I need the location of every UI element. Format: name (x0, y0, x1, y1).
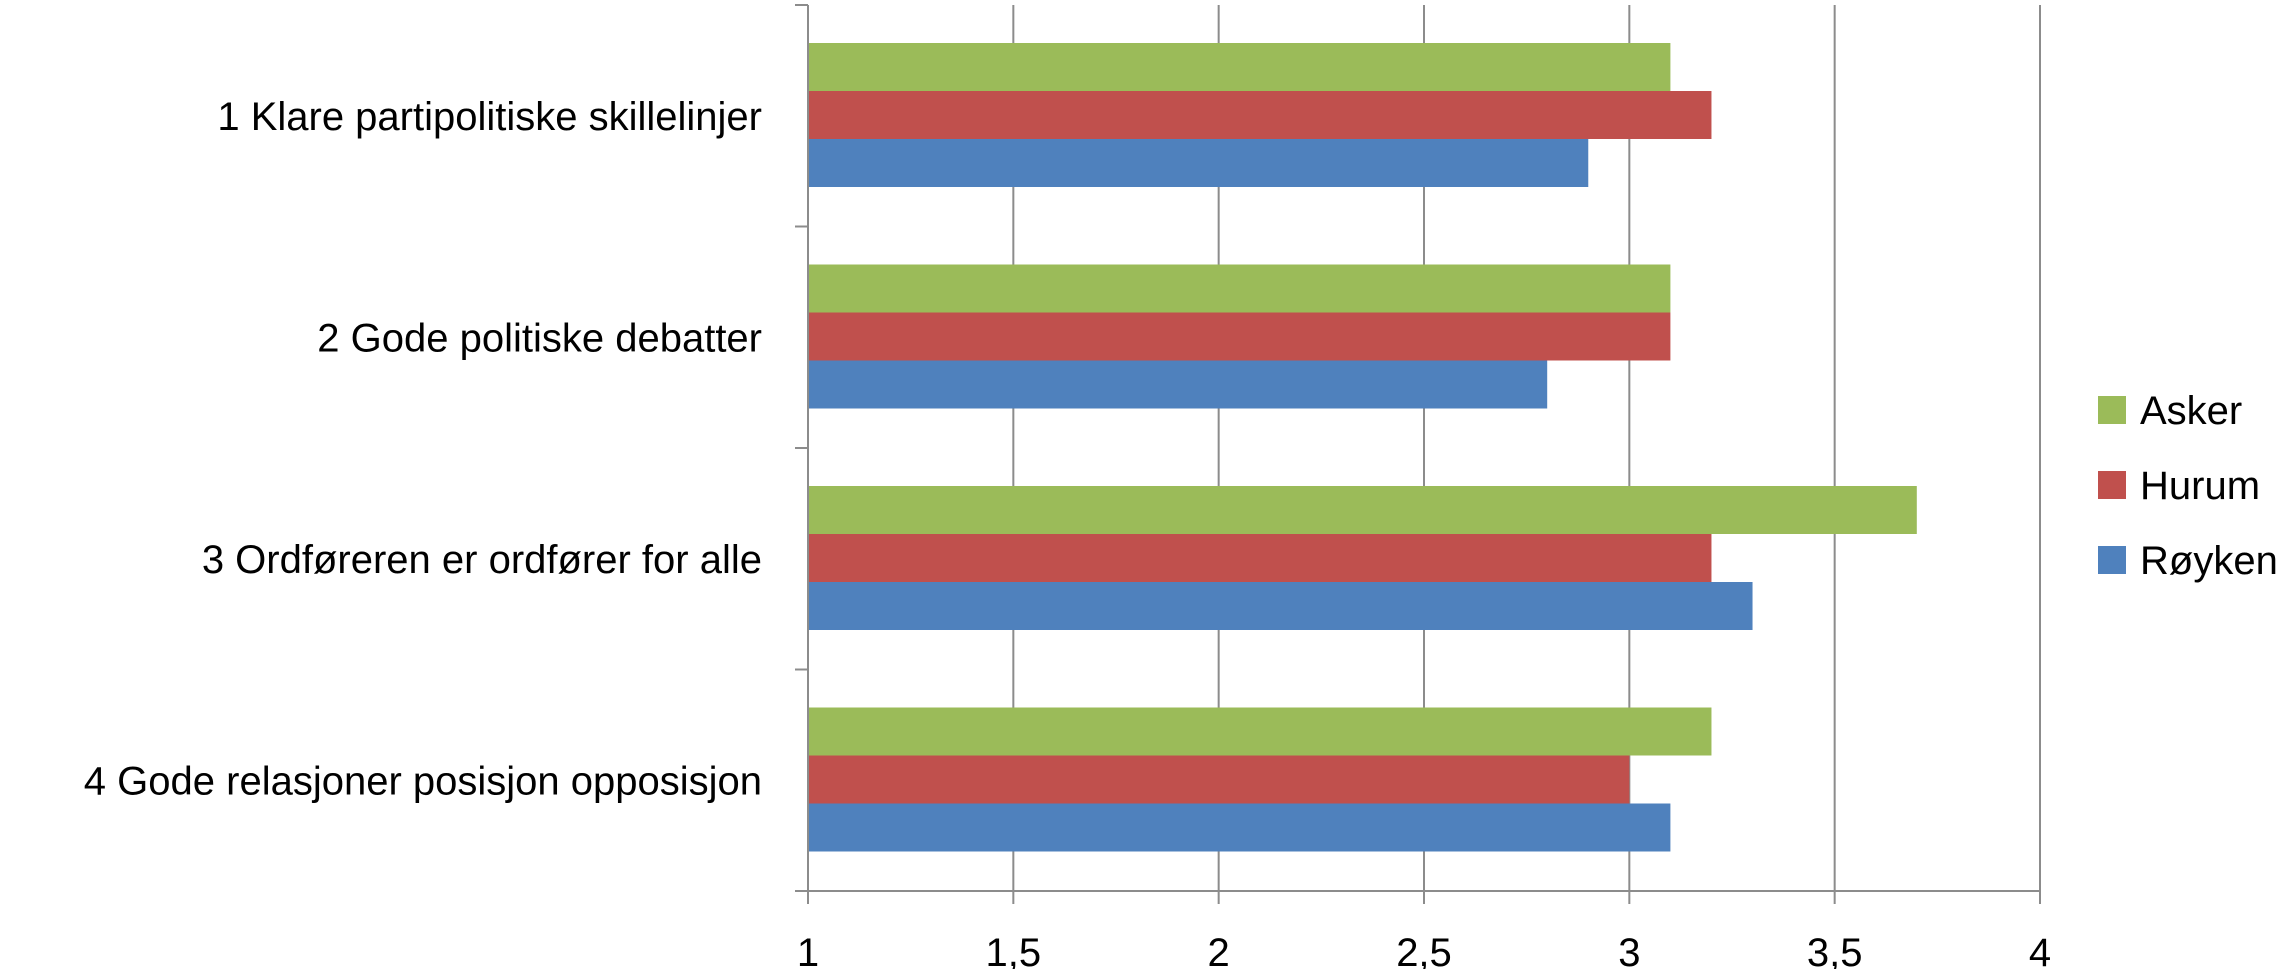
x-tick-label: 3,5 (1807, 931, 1863, 969)
legend-swatch-røyken (2098, 546, 2126, 574)
bar-hurum-1 (808, 91, 1712, 139)
x-tick-label: 2 (1208, 931, 1230, 969)
legend-swatch-hurum (2098, 471, 2126, 499)
x-tick-label: 4 (2029, 931, 2051, 969)
legend-label-røyken: Røyken (2140, 539, 2278, 583)
category-label: 2 Gode politiske debatter (317, 316, 762, 360)
x-tick-label: 3 (1618, 931, 1640, 969)
bars (808, 43, 1917, 852)
axes (795, 4, 2041, 904)
labels: 1 1,5 2 2,5 3 3,5 4 1 Klare partipolitiske skil… (84, 95, 2051, 974)
bar-hurum-4 (808, 755, 1630, 804)
bar-røyken-1 (808, 139, 1589, 187)
bar-røyken-3 (808, 582, 1753, 630)
category-label: 3 Ordføreren er ordfører for alle (202, 538, 762, 582)
bar-røyken-4 (808, 803, 1671, 852)
bar-hurum-2 (808, 312, 1671, 361)
legend: Asker Hurum Røyken (2098, 389, 2278, 583)
bar-asker-2 (808, 264, 1671, 313)
bar-asker-3 (808, 486, 1917, 534)
bar-hurum-3 (808, 534, 1712, 582)
legend-label-hurum: Hurum (2140, 464, 2260, 508)
x-tick-label: 1 (797, 931, 819, 969)
legend-swatch-asker (2098, 396, 2126, 424)
bar-asker-1 (808, 43, 1671, 91)
x-tick-label: 1,5 (986, 931, 1042, 969)
legend-label-asker: Asker (2140, 389, 2242, 433)
x-tick-label: 2,5 (1396, 931, 1452, 969)
category-label: 1 Klare partipolitiske skillelinjer (217, 95, 762, 139)
category-label: 4 Gode relasjoner posisjon opposisjon (84, 759, 762, 803)
bar-asker-4 (808, 707, 1712, 756)
bar-røyken-2 (808, 360, 1548, 409)
